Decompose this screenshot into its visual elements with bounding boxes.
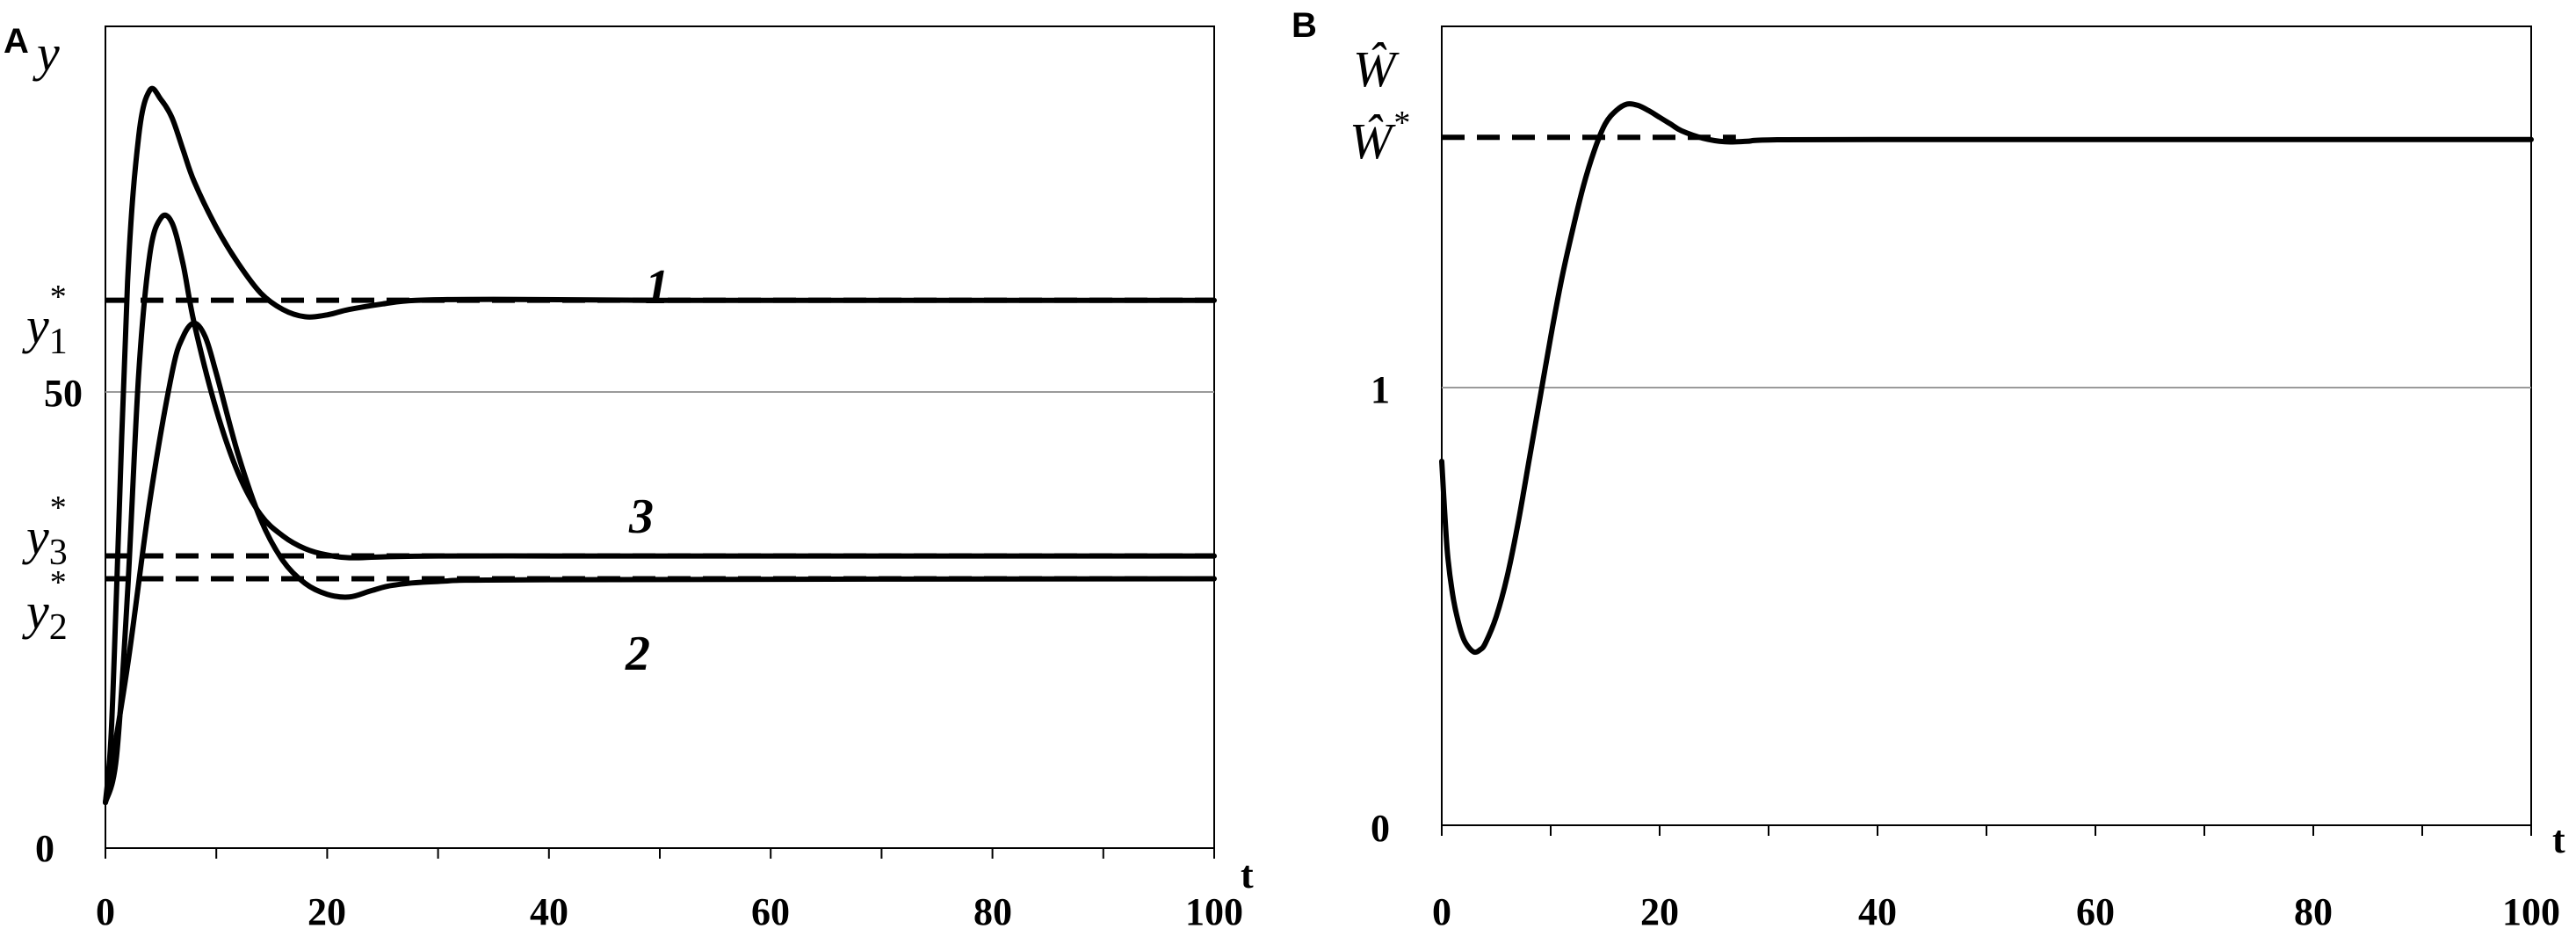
setpoint-base: y [22,508,49,565]
panel-b-ticks [1441,825,2532,836]
setpoint-base: y [22,297,49,354]
panel-a-ytick-label: 50 [44,372,83,415]
panel-a-setpoint-y3-label: y3 * [22,490,68,573]
panel-a-y-axis-label: y [33,25,60,82]
panel-b-series-group [1439,101,2534,656]
setpoint-sup: * [50,490,67,526]
panel-a-xtick-label: 0 [96,890,115,933]
setpoint-sup: * [50,279,67,316]
panel-b-letter: B [1292,6,1317,45]
panel-a-setpoint-y2-label: y2 * [22,564,68,648]
setpoint-sup: * [50,564,67,601]
panel-b-ytick-label: 1 [1371,368,1390,411]
panel-a-xtick-label: 80 [973,890,1012,933]
panel-a-series-group [103,85,1217,806]
panel-a-xtick-label: 100 [1185,890,1243,933]
panel-a-xtick-label: 60 [751,890,790,933]
panel-a: A y t 0 50 0 20 40 60 80 100 y1* y3* y2* [4,22,1254,933]
panel-b-y-axis-label: Ŵ [1353,40,1400,98]
setpoint-sub: 3 [49,533,68,573]
panel-a-xtick-label: 40 [530,890,568,933]
curve-3-label: 3 [628,490,654,544]
panel-b-xtick-label: 100 [2502,890,2560,933]
panel-b: B Ŵ Ŵ* t 0 1 0 20 40 60 80 100 [1292,6,2565,933]
panel-b-x-axis-label: t [2552,818,2565,861]
setpoint-sub: 1 [49,322,68,362]
setpoint-base: Ŵ [1350,112,1396,170]
series-line [1439,101,2534,656]
panel-a-ytick-label: 0 [35,827,54,870]
panel-b-xtick-label: 20 [1640,890,1679,933]
panel-b-xtick-label: 80 [2294,890,2333,933]
series-line-1 [103,85,1217,806]
panel-b-setpoint-label: Ŵ* [1350,105,1410,170]
setpoint-base: y [22,583,49,640]
series-line-3 [103,212,1217,806]
panel-b-xtick-label: 40 [1858,890,1897,933]
panel-b-plot-frame [1441,25,2532,826]
setpoint-sub: 2 [49,607,68,648]
panel-a-plot-frame [105,25,1215,849]
panel-b-xtick-label: 60 [2076,890,2115,933]
curve-1-label: 1 [645,260,669,315]
panel-a-ticks [105,848,1215,859]
panel-a-x-axis-label: t [1241,853,1254,896]
panel-b-ytick-label: 0 [1371,807,1390,850]
panel-a-xtick-label: 20 [308,890,346,933]
series-line-2 [103,320,1217,806]
panel-b-xtick-label: 0 [1432,890,1451,933]
curve-2-label: 2 [625,627,650,681]
panel-a-setpoint-y1-label: y1 * [22,279,68,362]
panel-a-letter: A [4,22,29,61]
setpoint-sup: * [1393,105,1410,141]
